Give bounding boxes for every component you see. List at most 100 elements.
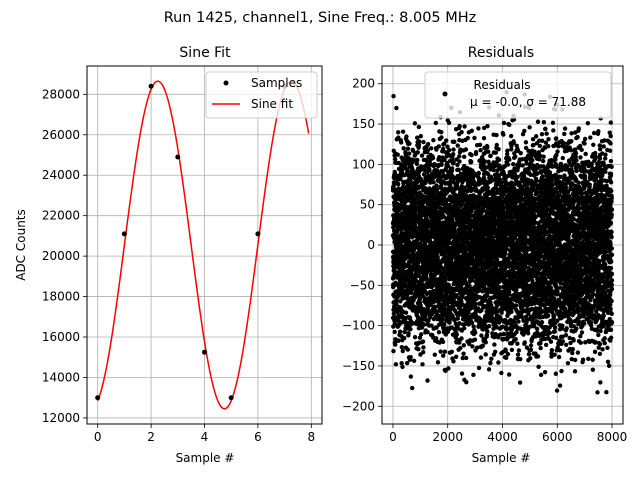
residual-point — [399, 140, 404, 145]
residual-point — [393, 362, 399, 367]
residual-point — [462, 326, 467, 331]
residual-point — [473, 149, 479, 155]
sine-fit-xlabel: Sample # — [176, 451, 235, 465]
figure-suptitle: Run 1425, channel1, Sine Freq.: 8.005 MH… — [164, 10, 477, 26]
residual-point — [410, 148, 416, 154]
residual-point — [430, 155, 436, 161]
sample-point — [175, 154, 181, 160]
residual-point — [408, 178, 413, 184]
residual-point — [446, 366, 451, 371]
residual-point — [421, 139, 426, 145]
residual-point — [439, 129, 444, 135]
residual-point — [412, 334, 418, 340]
sample-point — [255, 231, 261, 237]
sine-fit-grid — [87, 66, 322, 424]
residual-point — [406, 331, 411, 336]
residual-point — [469, 159, 474, 164]
residual-point — [513, 154, 518, 159]
residual-point — [513, 303, 519, 308]
residual-point — [425, 148, 430, 153]
residual-point — [469, 152, 474, 158]
residual-point — [470, 344, 475, 349]
residual-point — [408, 355, 413, 360]
sine-fit-ticks: 0 2 4 6 812000140001600018000200002200024000… — [42, 87, 315, 444]
residual-point — [420, 250, 426, 256]
residual-point — [437, 155, 442, 160]
residual-point — [418, 303, 423, 308]
residual-point — [428, 302, 433, 308]
residual-point — [463, 355, 469, 361]
residual-point — [483, 340, 488, 345]
residual-point — [425, 142, 431, 147]
residual-point — [420, 339, 426, 344]
residual-point — [515, 174, 520, 180]
residual-point — [392, 329, 397, 335]
residual-point — [472, 135, 477, 141]
residual-point — [451, 147, 456, 152]
residual-point — [462, 124, 467, 129]
residual-point — [520, 163, 525, 168]
residual-point — [409, 267, 415, 272]
residual-point — [505, 148, 510, 153]
residual-point — [406, 155, 411, 161]
residual-point — [506, 372, 512, 377]
sample-point — [95, 395, 101, 401]
residual-point — [406, 198, 411, 203]
residual-point — [425, 329, 430, 335]
residual-point — [417, 297, 423, 302]
sine-fit-y-tick-label: 28000 — [42, 87, 80, 101]
residual-point — [480, 343, 486, 348]
sine-fit-x-tick-label: 2 — [147, 430, 155, 444]
residual-point — [459, 129, 464, 135]
residual-point — [404, 360, 410, 366]
residual-point — [423, 158, 429, 163]
residual-point — [509, 347, 515, 353]
residual-point — [428, 146, 434, 151]
residual-point — [436, 330, 442, 335]
sine-fit-x-tick-label: 8 — [307, 430, 315, 444]
residual-point — [405, 146, 411, 151]
residual-point — [496, 360, 501, 365]
residual-point — [405, 168, 410, 173]
residual-point — [476, 365, 482, 371]
residual-point — [440, 339, 446, 345]
residual-point — [421, 172, 427, 177]
sine-fit-y-tick-label: 18000 — [42, 290, 80, 304]
residual-point — [522, 340, 527, 345]
residual-point — [414, 161, 420, 167]
sine-fit-y-tick-label: 20000 — [42, 249, 80, 263]
residual-point — [486, 367, 492, 372]
residual-point — [494, 256, 500, 262]
residual-point — [505, 351, 511, 357]
residual-point — [440, 353, 446, 358]
residual-point — [408, 326, 413, 332]
residual-point — [485, 149, 491, 154]
sine-fit-y-tick-label: 14000 — [42, 370, 80, 384]
residual-point — [415, 157, 420, 163]
residual-point — [463, 147, 469, 152]
residual-point — [416, 347, 421, 352]
residual-point — [435, 254, 440, 260]
sine-fit-title: Sine Fit — [179, 45, 231, 61]
residual-point — [524, 161, 529, 166]
residual-point — [461, 154, 467, 160]
residual-point — [493, 150, 499, 155]
sample-point — [202, 349, 207, 355]
residual-point — [523, 140, 529, 145]
residual-point — [409, 290, 414, 296]
residual-point — [457, 123, 462, 129]
residual-point — [513, 336, 518, 342]
residual-point — [410, 385, 415, 391]
residual-point — [434, 325, 439, 330]
sample-point — [148, 83, 154, 89]
residual-point — [507, 157, 512, 162]
residual-point — [400, 348, 405, 354]
residual-point — [516, 348, 522, 353]
residual-point — [408, 374, 414, 379]
residual-point — [402, 335, 407, 341]
residual-point — [457, 321, 462, 326]
residual-point — [439, 135, 444, 140]
residual-point — [455, 143, 460, 148]
sine-fit-legend: Samples Sine fit — [205, 71, 318, 119]
